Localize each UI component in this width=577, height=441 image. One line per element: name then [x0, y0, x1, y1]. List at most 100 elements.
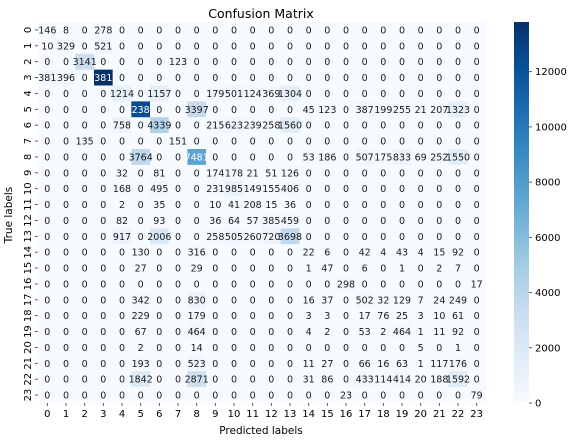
heatmap-cell — [336, 117, 356, 134]
cell-value-label: 43 — [396, 248, 408, 259]
cell-value-label: 0 — [175, 391, 181, 402]
heatmap-cell — [94, 307, 113, 324]
cell-value-label: 0 — [418, 57, 424, 68]
cell-value-label: 1 — [418, 359, 424, 370]
cell-value-label: 0 — [250, 264, 256, 275]
heatmap-cell — [38, 212, 57, 229]
cell-value-label: 126 — [281, 168, 299, 179]
y-tick-label: 21 — [23, 357, 34, 370]
heatmap-cell — [56, 228, 76, 245]
heatmap-cell — [75, 371, 95, 388]
cell-value-label: 0 — [287, 295, 293, 306]
heatmap-cell — [374, 53, 393, 70]
heatmap-cell — [299, 196, 319, 213]
cell-value-label: 0 — [399, 232, 405, 243]
heatmap-cell — [299, 339, 319, 356]
cell-value-label: 123 — [169, 57, 187, 68]
heatmap-cell — [150, 291, 169, 309]
cell-value-label: 0 — [194, 137, 200, 148]
cell-value-label: 37 — [321, 295, 333, 306]
cell-value-label: 985 — [225, 184, 243, 195]
cell-value-label: 0 — [287, 25, 293, 36]
heatmap-cell — [112, 53, 132, 70]
heatmap-cell — [467, 117, 487, 134]
cell-value-label: 67 — [135, 327, 147, 338]
heatmap-cell — [38, 85, 57, 102]
cell-value-label: 0 — [324, 73, 330, 84]
cell-value-label: 252 — [430, 152, 448, 163]
cell-value-label: 10 — [209, 200, 221, 211]
heatmap-cell — [168, 164, 188, 182]
y-tick-label: 10 — [23, 182, 34, 195]
cell-value-label: 23 — [340, 391, 352, 402]
cell-value-label: 0 — [418, 391, 424, 402]
cell-value-label: 130 — [132, 248, 150, 259]
cell-value-label: 464 — [393, 327, 411, 338]
heatmap-cell — [467, 37, 487, 55]
heatmap-cell — [131, 149, 151, 166]
cell-value-label: 0 — [100, 343, 106, 354]
colorbar — [514, 22, 529, 403]
heatmap-cell — [94, 101, 113, 118]
cell-value-label: 20 — [415, 375, 427, 386]
cell-value-label: 0 — [194, 391, 200, 402]
cell-value-label: 0 — [231, 105, 237, 116]
cell-value-label: 0 — [231, 41, 237, 52]
cell-value-label: 186 — [318, 152, 336, 163]
cell-value-label: 0 — [362, 168, 368, 179]
cell-value-label: 0 — [343, 89, 349, 100]
cell-value-label: 0 — [418, 25, 424, 36]
heatmap-cell — [430, 355, 449, 372]
heatmap-cell — [280, 291, 300, 309]
heatmap-cell — [94, 133, 113, 150]
heatmap-cell — [430, 212, 449, 229]
heatmap-cell — [94, 37, 113, 55]
heatmap-cell — [392, 339, 412, 356]
cell-value-label: 0 — [399, 168, 405, 179]
heatmap-cell — [411, 371, 431, 388]
cell-value-label: 135 — [76, 137, 94, 148]
cell-value-label: 6 — [324, 248, 330, 259]
heatmap-cell — [262, 37, 281, 55]
heatmap-cell — [168, 85, 188, 102]
heatmap-cell — [206, 149, 225, 166]
heatmap-cell — [168, 22, 188, 39]
cell-value-label: 0 — [268, 57, 274, 68]
cell-value-label: 0 — [212, 391, 218, 402]
cell-value-label: 0 — [362, 25, 368, 36]
heatmap-cell — [75, 69, 95, 86]
cell-value-label: 0 — [399, 137, 405, 148]
heatmap-cell — [448, 291, 468, 309]
heatmap-cell — [411, 164, 431, 182]
heatmap-cell — [38, 22, 57, 39]
cell-value-label: 0 — [138, 232, 144, 243]
cell-value-label: 1304 — [278, 89, 302, 100]
heatmap-cell — [131, 117, 151, 134]
cell-value-label: 0 — [418, 264, 424, 275]
heatmap-cell — [243, 260, 263, 277]
cell-value-label: 155 — [262, 184, 280, 195]
cell-value-label: 0 — [380, 184, 386, 195]
heatmap-cell — [206, 117, 225, 134]
heatmap-cell — [224, 117, 244, 134]
y-tick-label: 13 — [23, 230, 34, 243]
cell-value-label: 0 — [212, 327, 218, 338]
cell-value-label: 0 — [175, 25, 181, 36]
heatmap-cell — [38, 101, 57, 118]
heatmap-cell — [299, 212, 319, 229]
cell-value-label: 0 — [380, 343, 386, 354]
cell-value-label: 0 — [362, 73, 368, 84]
cell-value-label: 0 — [324, 343, 330, 354]
heatmap-cell — [56, 149, 76, 166]
heatmap-cell — [430, 244, 449, 261]
cell-value-label: 0 — [436, 73, 442, 84]
heatmap-cell — [430, 339, 449, 356]
heatmap-cell — [243, 69, 263, 86]
heatmap-cell — [411, 260, 431, 277]
cell-value-label: 0 — [250, 105, 256, 116]
cell-value-label: 0 — [268, 73, 274, 84]
heatmap-cell — [448, 37, 468, 55]
heatmap-cell — [262, 117, 281, 134]
heatmap-cell — [56, 339, 76, 356]
heatmap-cell — [355, 355, 375, 372]
